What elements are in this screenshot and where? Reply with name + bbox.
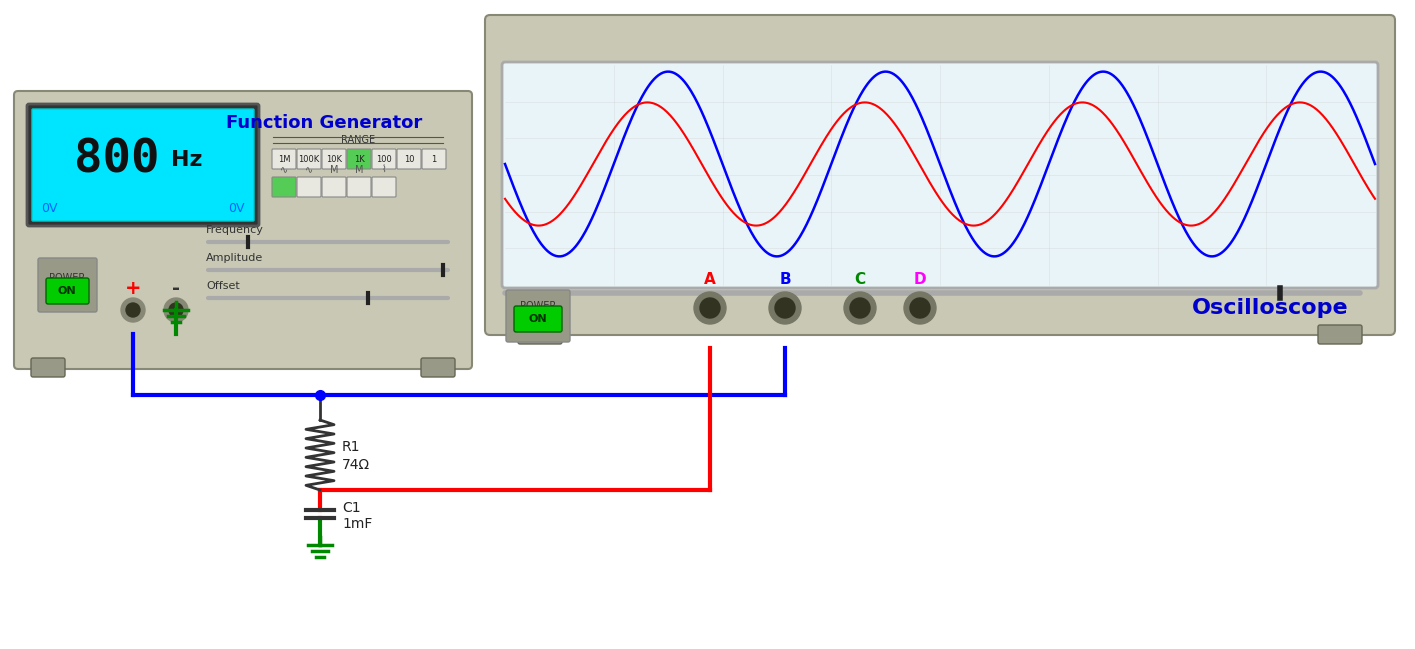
Text: B: B: [780, 273, 791, 288]
FancyBboxPatch shape: [47, 278, 89, 304]
Text: 10K: 10K: [325, 154, 342, 164]
FancyBboxPatch shape: [372, 177, 396, 197]
Circle shape: [850, 298, 870, 318]
Text: 800: 800: [74, 138, 160, 182]
Text: ON: ON: [529, 314, 548, 324]
Circle shape: [122, 298, 144, 322]
FancyBboxPatch shape: [398, 149, 422, 169]
Circle shape: [910, 298, 930, 318]
FancyBboxPatch shape: [323, 149, 347, 169]
Circle shape: [168, 303, 183, 317]
FancyBboxPatch shape: [14, 91, 473, 369]
FancyBboxPatch shape: [507, 290, 570, 342]
Text: Frequency: Frequency: [207, 225, 263, 235]
Text: Μ: Μ: [330, 165, 338, 175]
Text: RANGE: RANGE: [341, 135, 375, 145]
Text: +: +: [125, 278, 142, 297]
Text: Hz: Hz: [171, 150, 202, 170]
Circle shape: [775, 298, 795, 318]
Circle shape: [164, 298, 188, 322]
FancyBboxPatch shape: [27, 104, 259, 226]
FancyBboxPatch shape: [31, 358, 65, 377]
FancyBboxPatch shape: [514, 306, 562, 332]
FancyBboxPatch shape: [422, 149, 446, 169]
Text: ∿: ∿: [306, 165, 313, 175]
Text: C: C: [855, 273, 866, 288]
FancyBboxPatch shape: [518, 325, 562, 344]
Circle shape: [768, 292, 801, 324]
Circle shape: [904, 292, 935, 324]
Text: Function Generator: Function Generator: [226, 114, 422, 132]
Text: 1K: 1K: [354, 154, 365, 164]
Text: Amplitude: Amplitude: [207, 253, 263, 263]
FancyBboxPatch shape: [33, 109, 255, 221]
Circle shape: [693, 292, 726, 324]
FancyBboxPatch shape: [323, 177, 347, 197]
Text: Oscilloscope: Oscilloscope: [1191, 298, 1348, 318]
FancyBboxPatch shape: [422, 358, 456, 377]
Text: 74Ω: 74Ω: [342, 458, 371, 472]
Text: Μ: Μ: [355, 165, 364, 175]
FancyBboxPatch shape: [485, 15, 1395, 335]
Text: 1mF: 1mF: [342, 517, 372, 531]
Text: -: -: [173, 278, 180, 297]
FancyBboxPatch shape: [502, 62, 1378, 288]
Text: ∿: ∿: [280, 165, 289, 175]
Text: ON: ON: [58, 286, 76, 296]
Text: POWER: POWER: [519, 301, 556, 311]
Text: 0V: 0V: [41, 201, 58, 215]
Circle shape: [126, 303, 140, 317]
Text: 1: 1: [432, 154, 437, 164]
Text: 1M: 1M: [277, 154, 290, 164]
Text: 100K: 100K: [299, 154, 320, 164]
Circle shape: [700, 298, 720, 318]
Text: A: A: [705, 273, 716, 288]
FancyBboxPatch shape: [272, 177, 296, 197]
FancyBboxPatch shape: [38, 258, 98, 312]
Text: D: D: [914, 273, 927, 288]
FancyBboxPatch shape: [1317, 325, 1363, 344]
Text: ⌇: ⌇: [382, 165, 386, 175]
FancyBboxPatch shape: [372, 149, 396, 169]
Text: POWER: POWER: [50, 273, 85, 283]
Text: R1: R1: [342, 440, 361, 454]
Text: Offset: Offset: [207, 281, 239, 291]
FancyBboxPatch shape: [297, 177, 321, 197]
FancyBboxPatch shape: [297, 149, 321, 169]
Text: 10: 10: [403, 154, 415, 164]
Text: 0V: 0V: [228, 201, 245, 215]
FancyBboxPatch shape: [347, 177, 371, 197]
Text: 100: 100: [376, 154, 392, 164]
FancyBboxPatch shape: [347, 149, 371, 169]
FancyBboxPatch shape: [272, 149, 296, 169]
Text: C1: C1: [342, 501, 361, 515]
Circle shape: [843, 292, 876, 324]
